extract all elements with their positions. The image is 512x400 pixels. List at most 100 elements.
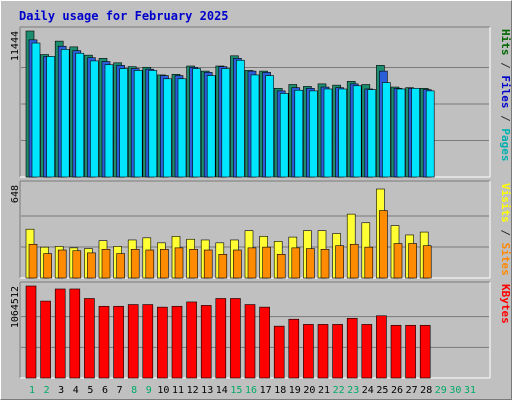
x-tick-label: 28 — [420, 385, 432, 396]
x-tick-label: 3 — [58, 385, 64, 396]
x-tick-label: 7 — [117, 385, 123, 396]
bar-pages-day-5 — [90, 60, 99, 178]
bar-pages-day-3 — [60, 49, 70, 178]
x-tick-label: 4 — [73, 385, 79, 396]
bar-sites-day-19 — [291, 247, 301, 279]
x-tick-label: 8 — [131, 385, 137, 396]
bar-pages-day-20 — [309, 90, 318, 178]
bar-pages-day-15 — [236, 59, 245, 178]
bar-pages-day-21 — [323, 88, 333, 178]
x-tick-label: 26 — [391, 385, 403, 396]
axis-label-part: Sites — [499, 243, 512, 276]
bar-kbytes-day-18 — [273, 325, 285, 379]
bar-sites-day-7 — [116, 253, 125, 279]
bar-kbytes-day-25 — [376, 315, 387, 379]
bar-sites-day-21 — [320, 248, 330, 279]
bar-kbytes-day-10 — [157, 306, 168, 379]
bar-sites-day-26 — [393, 243, 403, 279]
bar-pages-day-24 — [367, 89, 377, 178]
bar-pages-day-4 — [75, 52, 85, 178]
x-tick-label: 19 — [289, 385, 301, 396]
bar-sites-day-10 — [160, 248, 169, 279]
x-tick-label: 29 — [435, 385, 447, 396]
x-tick-label: 1 — [29, 385, 35, 396]
bar-sites-day-11 — [174, 247, 184, 279]
x-tick-label: 31 — [464, 385, 476, 396]
bar-pages-day-28 — [425, 90, 435, 178]
bar-kbytes-day-9 — [142, 304, 154, 379]
bar-kbytes-day-28 — [419, 324, 431, 379]
bar-pages-day-17 — [265, 75, 274, 178]
bar-pages-day-7 — [119, 68, 128, 178]
bar-sites-day-2 — [43, 253, 52, 279]
y-max-label: 1064512 — [10, 286, 21, 328]
series-axis-label: Hits / Files / Pages — [499, 29, 512, 162]
bar-sites-day-15 — [233, 249, 242, 279]
x-tick-label: 17 — [260, 385, 272, 396]
bar-pages-day-26 — [396, 88, 406, 178]
axis-label-part: / — [499, 223, 512, 243]
x-tick-label: 6 — [102, 385, 108, 396]
x-tick-label: 18 — [274, 385, 286, 396]
x-tick-label: 22 — [333, 385, 345, 396]
axis-label-part: Files — [499, 75, 512, 108]
bar-kbytes-day-1 — [25, 285, 37, 379]
y-max-label: 11444 — [10, 31, 21, 61]
axis-label-part: Visits — [499, 183, 512, 223]
axis-label-part: Hits — [499, 29, 512, 56]
bar-kbytes-day-15 — [230, 298, 241, 379]
bar-pages-day-2 — [46, 56, 55, 178]
x-tick-label: 10 — [157, 385, 169, 396]
chart-title: Daily usage for February 2025 — [19, 9, 229, 23]
bar-kbytes-day-26 — [390, 324, 402, 379]
bar-pages-day-9 — [148, 70, 158, 178]
x-tick-label: 5 — [87, 385, 93, 396]
bar-kbytes-day-6 — [98, 305, 110, 379]
x-tick-label: 9 — [146, 385, 152, 396]
bar-kbytes-day-13 — [200, 305, 212, 379]
bar-kbytes-day-5 — [84, 298, 95, 379]
bar-sites-day-5 — [87, 252, 96, 279]
bar-sites-day-6 — [101, 248, 111, 279]
axis-label-part: Pages — [499, 128, 512, 161]
bar-sites-day-13 — [203, 249, 213, 279]
x-tick-label: 30 — [449, 385, 461, 396]
bar-sites-day-18 — [276, 254, 286, 279]
x-tick-label: 2 — [44, 385, 50, 396]
bar-pages-day-12 — [192, 68, 201, 178]
axis-label-part: / — [499, 109, 512, 129]
bar-kbytes-day-22 — [332, 324, 343, 379]
bar-kbytes-day-11 — [171, 305, 183, 379]
bar-kbytes-day-4 — [69, 288, 81, 379]
bar-sites-day-27 — [408, 243, 417, 279]
bar-pages-day-6 — [104, 64, 114, 178]
x-tick-label: 20 — [303, 385, 315, 396]
bar-sites-day-1 — [28, 243, 38, 279]
bar-kbytes-day-17 — [259, 306, 270, 379]
bar-sites-day-17 — [262, 246, 271, 279]
bar-sites-day-3 — [57, 249, 67, 279]
bar-sites-day-23 — [349, 243, 359, 279]
bar-sites-day-8 — [130, 248, 140, 279]
bar-sites-day-16 — [247, 247, 257, 279]
bar-pages-day-8 — [133, 70, 143, 178]
bar-pages-day-19 — [294, 89, 304, 178]
x-tick-label: 27 — [406, 385, 418, 396]
bar-pages-day-25 — [382, 82, 391, 178]
bar-pages-day-27 — [411, 88, 420, 178]
x-tick-label: 11 — [172, 385, 184, 396]
series-axis-label: Visits / Sites — [499, 183, 512, 276]
bar-pages-day-18 — [279, 93, 289, 178]
bar-pages-day-11 — [177, 78, 187, 178]
bar-kbytes-day-21 — [317, 324, 329, 379]
series-axis-label: KBytes — [499, 284, 512, 324]
bar-kbytes-day-3 — [54, 288, 66, 379]
x-tick-label: 14 — [216, 385, 228, 396]
bar-sites-day-25 — [379, 210, 388, 279]
axis-label-part: KBytes — [499, 284, 512, 324]
x-tick-label: 12 — [187, 385, 199, 396]
bar-kbytes-day-19 — [288, 318, 300, 379]
x-tick-label: 15 — [230, 385, 242, 396]
bar-pages-day-14 — [221, 68, 231, 178]
